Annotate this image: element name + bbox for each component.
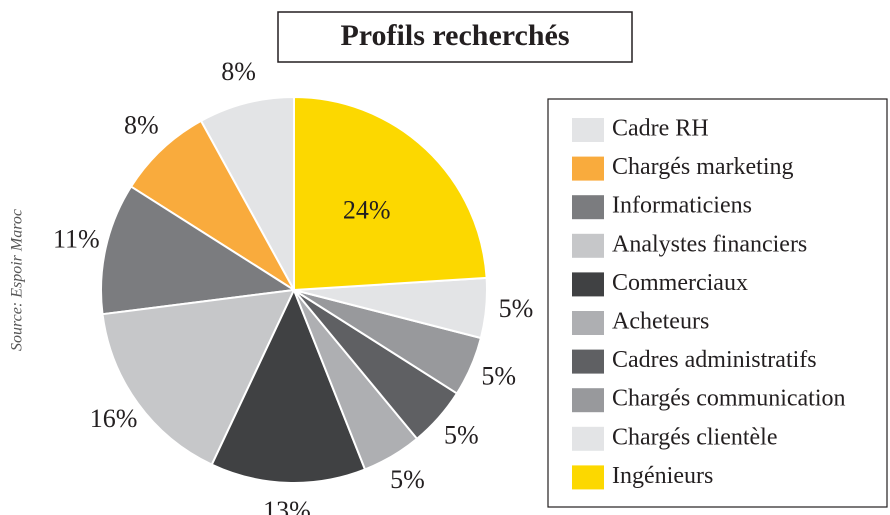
legend-swatch	[572, 118, 604, 142]
slice-label: 13%	[263, 496, 311, 515]
slice-label: 5%	[481, 362, 516, 391]
slice-label: 11%	[53, 224, 100, 253]
legend-label: Chargés clientèle	[612, 424, 778, 450]
legend-label: Cadres administratifs	[612, 347, 817, 373]
slice-label: 5%	[390, 465, 425, 494]
legend-label: Informaticiens	[612, 193, 752, 219]
legend-swatch	[572, 233, 604, 258]
slice-label: 24%	[343, 196, 391, 225]
legend-swatch	[572, 311, 604, 335]
legend-box	[547, 98, 888, 508]
legend-label: Analystes financiers	[612, 231, 807, 257]
legend-label: Ingénieurs	[612, 463, 713, 489]
pie-slice	[100, 185, 297, 316]
pie-slice	[101, 288, 296, 466]
legend-label: Acheteurs	[612, 309, 709, 335]
pie-slice	[293, 95, 488, 292]
pie-slice	[210, 287, 367, 484]
legend-swatch	[572, 195, 604, 220]
slice-label: 5%	[499, 294, 534, 323]
slice-label: 8%	[221, 57, 256, 86]
slice-label: 16%	[90, 404, 138, 433]
chart-title: Profils recherchés	[340, 19, 569, 52]
source-note: Source: Espoir Maroc	[9, 209, 26, 351]
legend-swatch	[572, 426, 604, 451]
slice-label: 8%	[124, 110, 159, 139]
title-box	[277, 11, 633, 63]
pie-slice	[129, 119, 295, 291]
legend-label: Chargés marketing	[612, 154, 794, 180]
legend-swatch	[572, 272, 604, 297]
slice-label: 5%	[444, 420, 479, 449]
legend-swatch	[572, 156, 604, 181]
legend-label: Chargés communication	[612, 386, 846, 412]
legend-label: Cadre RH	[612, 116, 709, 142]
legend-swatch	[572, 349, 604, 374]
pie-slice	[199, 95, 295, 291]
legend-swatch	[572, 388, 604, 413]
legend-label: Commerciaux	[612, 270, 748, 296]
legend-swatch	[572, 465, 604, 490]
